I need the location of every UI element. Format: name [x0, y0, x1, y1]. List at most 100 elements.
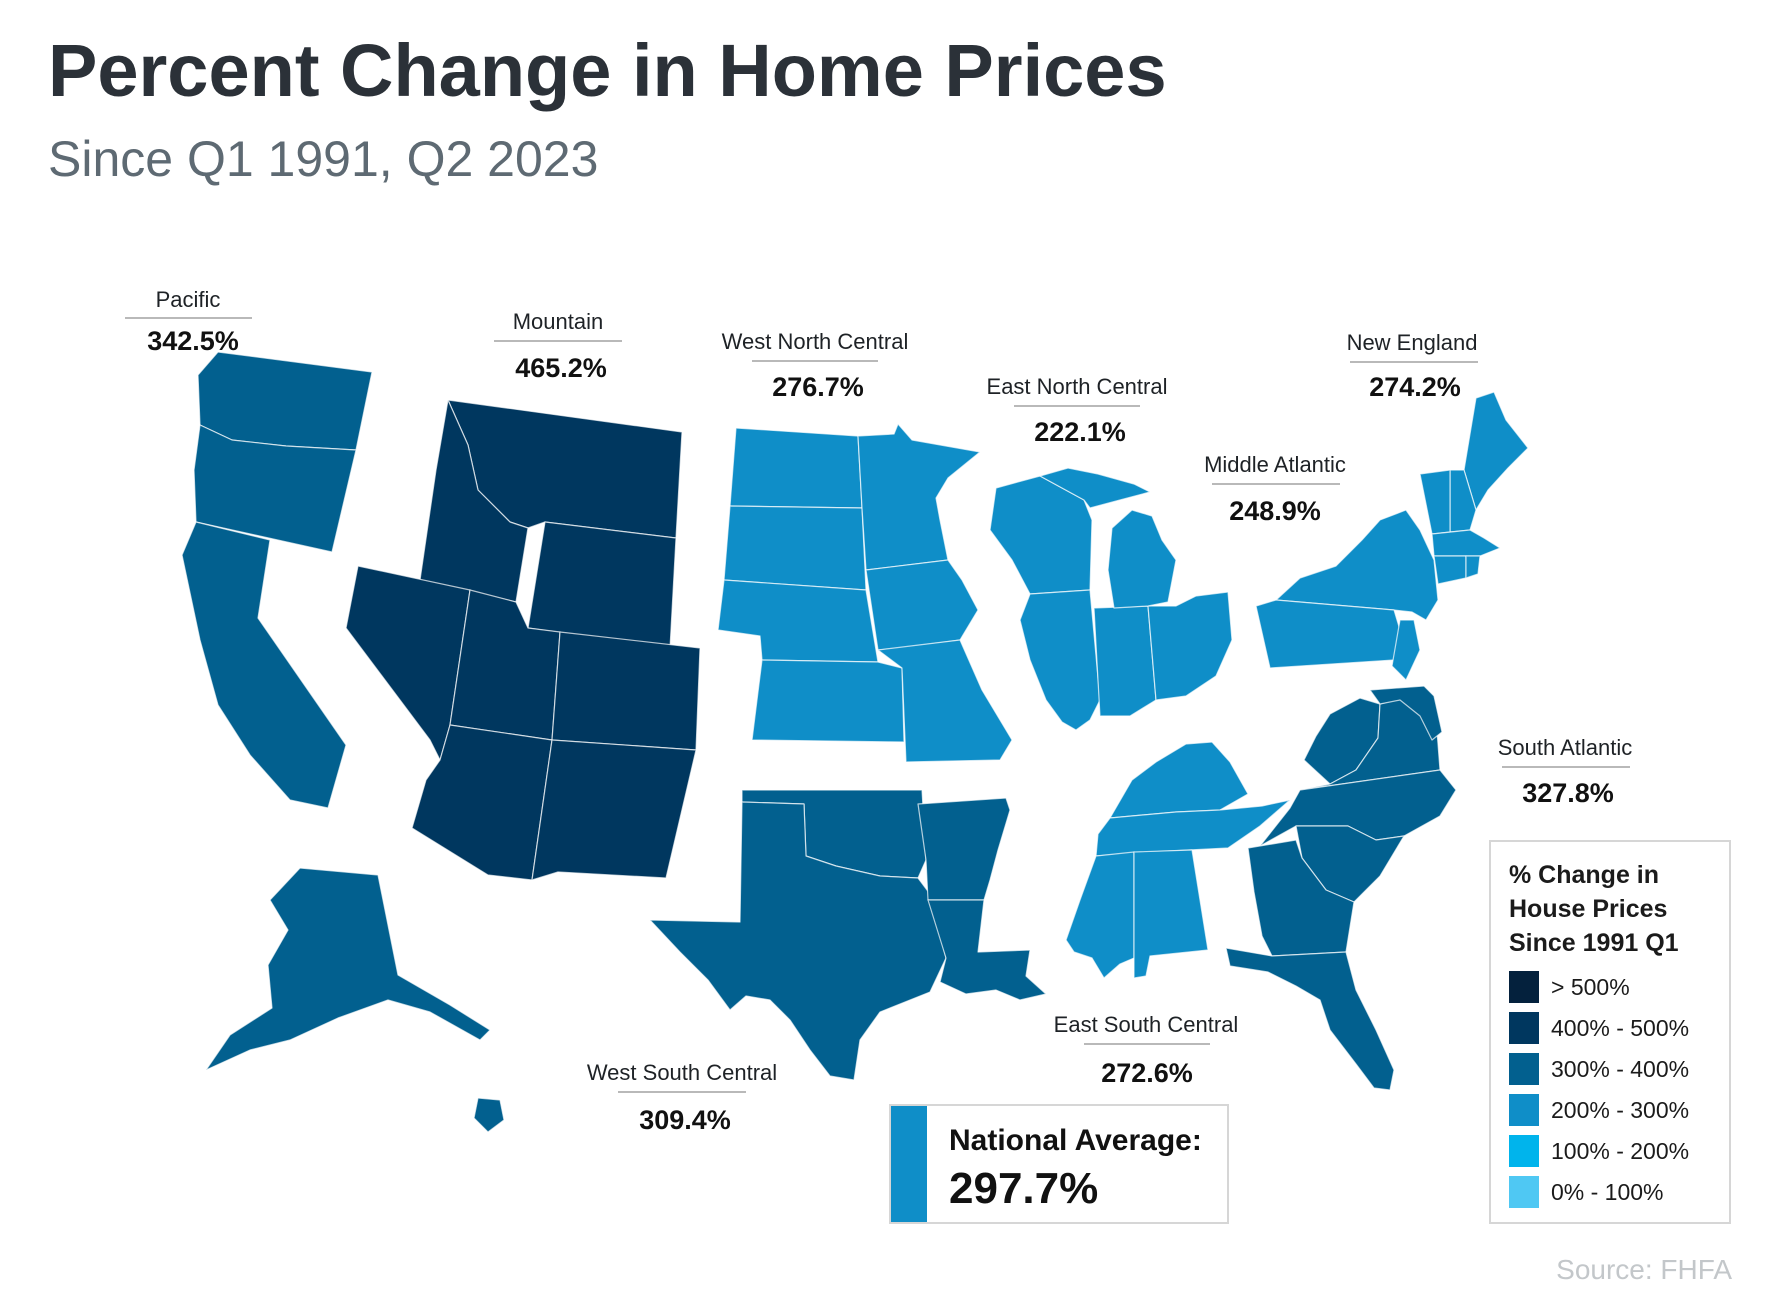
- state-washington: [197, 351, 373, 451]
- state-massachusetts: [1431, 529, 1501, 557]
- region-west-north-central[interactable]: [717, 423, 1013, 763]
- state-new-jersey: [1391, 619, 1421, 681]
- svg-text:327.8%: 327.8%: [1522, 778, 1614, 808]
- label-east-north-central: East North Central 222.1%: [987, 374, 1168, 447]
- state-wyoming: [527, 521, 677, 649]
- state-mississippi: [1065, 851, 1135, 979]
- region-west-south-central[interactable]: [649, 789, 1047, 1081]
- state-california: [181, 521, 347, 809]
- state-illinois: [1019, 589, 1101, 731]
- label-west-north-central: West North Central 276.7%: [722, 329, 909, 402]
- svg-text:272.6%: 272.6%: [1101, 1058, 1193, 1088]
- legend-swatch: [1509, 1012, 1539, 1044]
- legend: % Change in House Prices Since 1991 Q1 >…: [1489, 840, 1731, 1224]
- legend-label: 200% - 300%: [1551, 1096, 1690, 1123]
- state-georgia: [1247, 839, 1355, 957]
- svg-text:Mountain: Mountain: [513, 309, 604, 334]
- region-pacific[interactable]: [181, 351, 505, 1133]
- state-ohio: [1147, 591, 1233, 701]
- legend-item: > 500%: [1509, 970, 1630, 1004]
- state-maine: [1463, 391, 1529, 511]
- page-title: Percent Change in Home Prices: [48, 29, 1167, 112]
- state-indiana: [1093, 605, 1157, 717]
- national-average-box: National Average: 297.7%: [889, 1104, 1229, 1224]
- state-idaho: [419, 399, 529, 603]
- state-florida: [1225, 947, 1395, 1091]
- page-subtitle: Since Q1 1991, Q2 2023: [48, 131, 599, 187]
- label-new-england: New England 274.2%: [1347, 330, 1478, 402]
- legend-item: 100% - 200%: [1509, 1134, 1689, 1168]
- state-hawaii: [473, 1097, 505, 1133]
- national-average-label: National Average:: [949, 1124, 1202, 1157]
- svg-text:Pacific: Pacific: [156, 287, 221, 312]
- region-middle-atlantic[interactable]: [1255, 509, 1439, 681]
- legend-label: 300% - 400%: [1551, 1055, 1690, 1082]
- state-missouri: [877, 639, 1013, 763]
- national-average-value: 297.7%: [949, 1164, 1099, 1213]
- state-minnesota: [857, 423, 981, 571]
- svg-text:Middle Atlantic: Middle Atlantic: [1204, 452, 1346, 477]
- state-connecticut: [1433, 555, 1467, 585]
- state-alabama: [1133, 849, 1209, 979]
- legend-item: 0% - 100%: [1509, 1175, 1664, 1209]
- state-iowa: [865, 559, 979, 651]
- legend-swatch: [1509, 1176, 1539, 1208]
- label-west-south-central: West South Central 309.4%: [587, 1060, 777, 1135]
- state-new-york: [1275, 509, 1439, 621]
- state-kentucky: [1109, 741, 1249, 819]
- state-tennessee: [1095, 799, 1291, 857]
- legend-label: 400% - 500%: [1551, 1014, 1690, 1041]
- region-east-north-central[interactable]: [989, 467, 1233, 731]
- state-texas: [649, 801, 947, 1081]
- state-north-dakota: [729, 427, 863, 509]
- legend-swatch: [1509, 1094, 1539, 1126]
- state-south-dakota: [723, 505, 867, 591]
- region-south-atlantic[interactable]: [1225, 685, 1457, 1091]
- svg-text:309.4%: 309.4%: [639, 1105, 731, 1135]
- legend-label: 0% - 100%: [1551, 1178, 1664, 1205]
- legend-item: 200% - 300%: [1509, 1093, 1689, 1127]
- legend-item: 300% - 400%: [1509, 1052, 1689, 1086]
- legend-title: % Change in House Prices Since 1991 Q1: [1509, 861, 1679, 957]
- region-new-england[interactable]: [1419, 391, 1529, 585]
- source-note: Source: FHFA: [1556, 1254, 1732, 1285]
- svg-text:248.9%: 248.9%: [1229, 496, 1321, 526]
- legend-swatch: [1509, 1135, 1539, 1167]
- label-south-atlantic: South Atlantic 327.8%: [1498, 735, 1633, 808]
- legend-label: 100% - 200%: [1551, 1137, 1690, 1164]
- svg-text:222.1%: 222.1%: [1034, 417, 1126, 447]
- svg-text:New England: New England: [1347, 330, 1478, 355]
- svg-text:South Atlantic: South Atlantic: [1498, 735, 1633, 760]
- label-pacific: Pacific 342.5%: [125, 287, 252, 356]
- svg-text:East South Central: East South Central: [1054, 1012, 1239, 1037]
- state-kansas: [751, 659, 905, 743]
- label-middle-atlantic: Middle Atlantic 248.9%: [1204, 452, 1346, 526]
- state-arizona: [411, 724, 553, 881]
- state-oregon: [193, 424, 357, 553]
- state-maryland-delaware: [1369, 685, 1443, 741]
- svg-text:West North Central: West North Central: [722, 329, 909, 354]
- state-michigan-up: [1039, 467, 1151, 509]
- state-louisiana: [927, 899, 1047, 1001]
- state-colorado: [551, 631, 701, 751]
- national-average-swatch: [891, 1106, 927, 1222]
- state-alaska: [205, 867, 491, 1071]
- svg-text:West South Central: West South Central: [587, 1060, 777, 1085]
- state-pennsylvania: [1255, 599, 1401, 669]
- state-rhode-island: [1465, 555, 1481, 579]
- svg-text:276.7%: 276.7%: [772, 372, 864, 402]
- legend-swatch: [1509, 1053, 1539, 1085]
- legend-label: > 500%: [1551, 973, 1630, 1000]
- svg-text:342.5%: 342.5%: [147, 326, 239, 356]
- state-arkansas: [917, 797, 1011, 901]
- state-vermont: [1419, 469, 1451, 535]
- label-mountain: Mountain 465.2%: [494, 309, 622, 383]
- legend-swatch: [1509, 971, 1539, 1003]
- svg-text:East North Central: East North Central: [987, 374, 1168, 399]
- legend-item: 400% - 500%: [1509, 1011, 1689, 1045]
- svg-text:465.2%: 465.2%: [515, 353, 607, 383]
- svg-text:274.2%: 274.2%: [1369, 372, 1461, 402]
- region-mountain[interactable]: [345, 399, 701, 881]
- region-east-south-central[interactable]: [1065, 741, 1291, 979]
